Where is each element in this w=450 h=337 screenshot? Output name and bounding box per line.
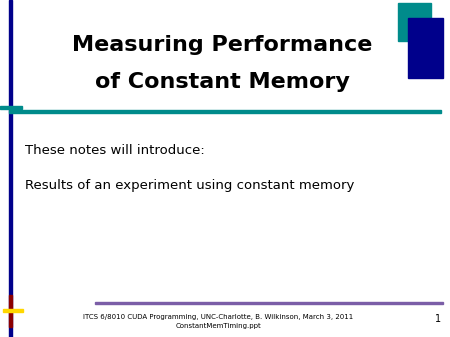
Text: 1: 1 [435,314,441,324]
Bar [398,3,431,41]
Bar [0,106,22,109]
Bar [9,110,441,113]
Text: Results of an experiment using constant memory: Results of an experiment using constant … [25,179,355,191]
Text: These notes will introduce:: These notes will introduce: [25,144,205,156]
Bar [9,0,12,337]
Bar [9,295,12,327]
Text: Measuring Performance: Measuring Performance [72,35,372,55]
Text: ConstantMemTiming.ppt: ConstantMemTiming.ppt [175,323,261,329]
Bar [3,309,23,312]
Bar [408,18,443,78]
Text: ITCS 6/8010 CUDA Programming, UNC-Charlotte, B. Wilkinson, March 3, 2011: ITCS 6/8010 CUDA Programming, UNC-Charlo… [83,314,353,320]
Bar [95,302,443,304]
Text: of Constant Memory: of Constant Memory [94,72,350,92]
